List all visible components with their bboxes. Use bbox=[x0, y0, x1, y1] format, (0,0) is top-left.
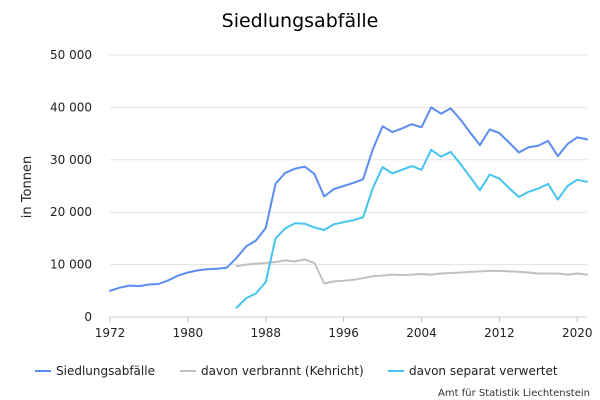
legend-label: Siedlungsabfälle bbox=[56, 364, 155, 378]
y-tick-label: 10 000 bbox=[50, 258, 92, 272]
legend-label: davon separat verwertet bbox=[409, 364, 558, 378]
series-line-0 bbox=[109, 106, 588, 292]
x-tick-label: 1988 bbox=[250, 326, 281, 340]
series-line-2 bbox=[235, 148, 588, 309]
series-lines bbox=[109, 106, 588, 309]
y-tick-label: 30 000 bbox=[50, 153, 92, 167]
legend-label: davon verbrannt (Kehricht) bbox=[201, 364, 364, 378]
x-tick-label: 1980 bbox=[173, 326, 204, 340]
x-axis-ticks: 1972 1980 1988 1996 2004 2012 2020 bbox=[95, 317, 593, 340]
y-axis-label: in Tonnen bbox=[20, 156, 35, 218]
y-tick-label: 40 000 bbox=[50, 100, 92, 114]
y-tick-label: 50 000 bbox=[50, 48, 92, 62]
series-line-1 bbox=[235, 258, 588, 285]
legend: Siedlungsabfälle davon verbrannt (Kehrich… bbox=[35, 364, 558, 378]
y-tick-label: 20 000 bbox=[50, 205, 92, 219]
x-tick-label: 2004 bbox=[406, 326, 437, 340]
x-tick-label: 1972 bbox=[95, 326, 126, 340]
x-tick-label: 2012 bbox=[484, 326, 515, 340]
y-tick-label: 0 bbox=[84, 310, 92, 324]
source-note: Amt für Statistik Liechtenstein bbox=[438, 388, 590, 399]
grid bbox=[110, 54, 587, 266]
x-tick-label: 1996 bbox=[328, 326, 359, 340]
x-tick-label: 2020 bbox=[562, 326, 593, 340]
chart-title: Siedlungsabfälle bbox=[222, 10, 379, 32]
y-axis-ticks: 0 10 000 20 000 30 000 40 000 50 000 bbox=[50, 48, 92, 324]
